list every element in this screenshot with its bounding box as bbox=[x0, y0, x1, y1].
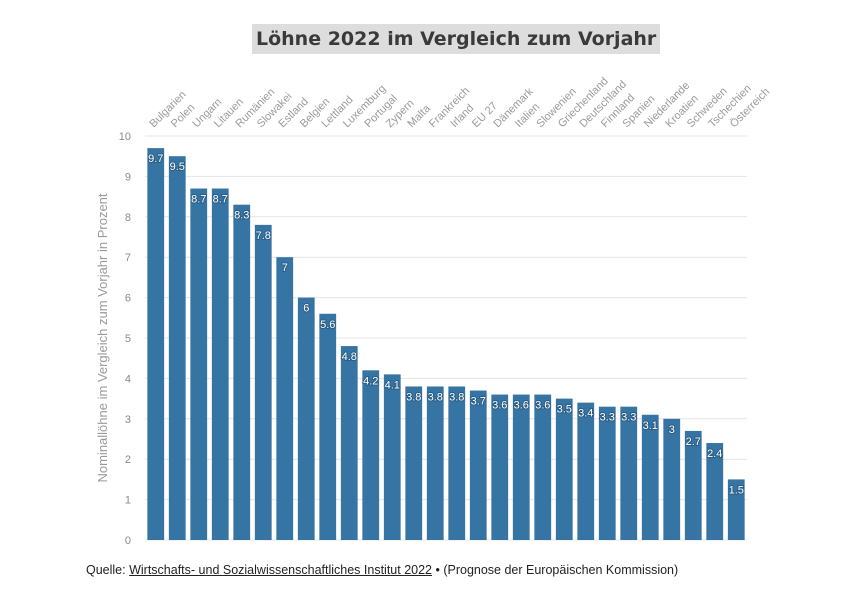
y-tick-label: 2 bbox=[125, 454, 131, 466]
bar bbox=[147, 148, 165, 540]
y-axis-ticks: 0 1 2 3 4 5 6 7 8 9 10 bbox=[119, 131, 131, 547]
data-label: 3.6 bbox=[514, 400, 529, 412]
data-label: 6 bbox=[303, 303, 309, 315]
chart-title: Löhne 2022 im Vergleich zum Vorjahr bbox=[252, 24, 661, 54]
bar bbox=[727, 479, 745, 540]
source-suffix: • (Prognose der Europäischen Kommission) bbox=[432, 563, 679, 577]
y-tick-label: 8 bbox=[125, 212, 131, 224]
y-tick-label: 9 bbox=[125, 171, 131, 183]
data-label: 4.1 bbox=[385, 379, 400, 391]
data-label: 3 bbox=[669, 424, 675, 436]
bar bbox=[684, 430, 702, 540]
data-label: 2.4 bbox=[707, 448, 722, 460]
bar bbox=[254, 224, 272, 540]
data-label: 3.6 bbox=[535, 400, 550, 412]
data-label: 4.8 bbox=[342, 351, 357, 363]
y-tick-label: 1 bbox=[125, 495, 131, 507]
data-labels: 9.7 9.5 8.7 8.7 8.3 7.8 7 6 5.6 4.8 4.2 4.1 3.8 3.8 3.… bbox=[147, 152, 745, 497]
data-label: 3.8 bbox=[449, 391, 464, 403]
data-label: 3.4 bbox=[578, 408, 593, 420]
data-label: 4.2 bbox=[363, 375, 378, 387]
data-label: 8.7 bbox=[191, 194, 206, 206]
bar bbox=[383, 374, 401, 540]
y-tick-label: 0 bbox=[125, 535, 131, 547]
bar bbox=[706, 443, 724, 540]
data-label: 7.8 bbox=[256, 230, 271, 242]
bar bbox=[340, 346, 358, 540]
bar bbox=[512, 394, 530, 540]
bar bbox=[211, 188, 229, 540]
bar bbox=[620, 406, 638, 540]
data-label: 3.5 bbox=[557, 404, 572, 416]
bar bbox=[426, 386, 444, 540]
bar bbox=[491, 394, 509, 540]
bar bbox=[577, 402, 595, 540]
data-label: 3.8 bbox=[406, 391, 421, 403]
bar bbox=[362, 370, 380, 540]
data-label: 8.3 bbox=[234, 210, 249, 222]
bar bbox=[276, 257, 294, 540]
bar bbox=[598, 406, 616, 540]
data-label: 3.8 bbox=[428, 391, 443, 403]
x-axis-categories: BulgarienPolenUngarnLitauenRumänienSlowa… bbox=[147, 75, 772, 130]
data-label: 3.3 bbox=[600, 412, 615, 424]
y-tick-label: 3 bbox=[125, 414, 131, 426]
bar bbox=[448, 386, 466, 540]
y-tick-label: 7 bbox=[125, 252, 131, 264]
data-label: 9.5 bbox=[170, 161, 185, 173]
bar bbox=[190, 188, 208, 540]
y-tick-label: 6 bbox=[125, 293, 131, 305]
data-label: 5.6 bbox=[320, 319, 335, 331]
data-label: 3.3 bbox=[621, 412, 636, 424]
bar bbox=[168, 156, 186, 540]
bar bbox=[534, 394, 552, 540]
bar bbox=[405, 386, 423, 540]
bars bbox=[147, 148, 745, 540]
data-label: 3.1 bbox=[643, 420, 658, 432]
source-prefix: Quelle: bbox=[86, 563, 130, 577]
bar bbox=[233, 204, 251, 540]
bar bbox=[663, 418, 681, 540]
data-label: 3.7 bbox=[471, 396, 486, 408]
bar bbox=[641, 414, 659, 540]
y-tick-label: 10 bbox=[119, 131, 131, 143]
source-link[interactable]: Wirtschafts- und Sozialwissenschaftliche… bbox=[129, 563, 433, 577]
bar bbox=[319, 313, 337, 540]
data-label: 2.7 bbox=[686, 436, 701, 448]
bar bbox=[555, 398, 573, 540]
data-label: 7 bbox=[282, 262, 288, 274]
data-label: 8.7 bbox=[213, 194, 228, 206]
y-tick-label: 4 bbox=[125, 373, 131, 385]
data-label: 1.5 bbox=[729, 484, 744, 496]
y-tick-label: 5 bbox=[125, 333, 131, 345]
source-note: Quelle: Wirtschafts- und Sozialwissensch… bbox=[86, 563, 678, 577]
bar bbox=[469, 390, 487, 540]
bar bbox=[297, 297, 315, 540]
data-label: 9.7 bbox=[148, 153, 163, 165]
y-axis-title: Nominallöhne im Vergleich zum Vorjahr in… bbox=[95, 193, 110, 482]
data-label: 3.6 bbox=[492, 400, 507, 412]
